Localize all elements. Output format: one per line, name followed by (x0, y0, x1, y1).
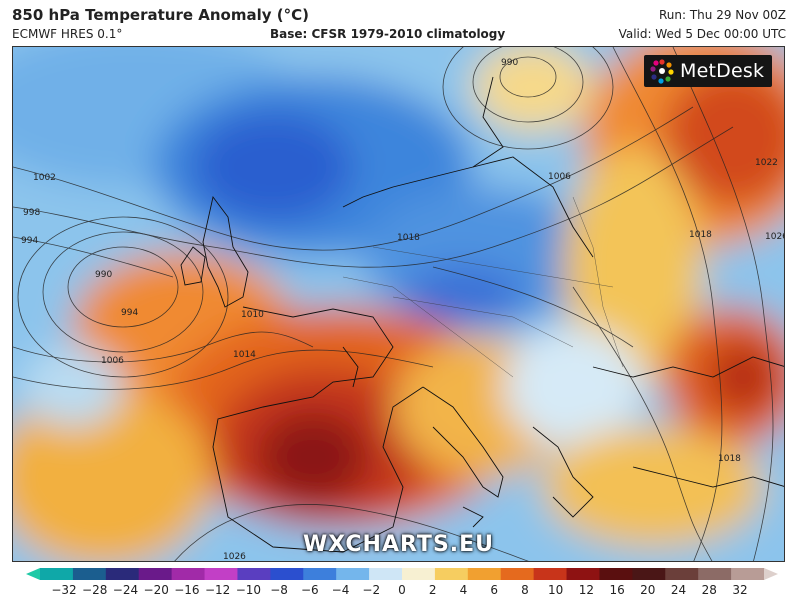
isobar-label: 1010 (241, 310, 264, 320)
colorbar-cell (40, 568, 74, 580)
colorbar-tick-label: 16 (609, 583, 625, 597)
colorbar-cell (303, 568, 337, 580)
colorbar-tick-label: −16 (174, 583, 200, 597)
colorbar-cell (270, 568, 304, 580)
valid-time-label: Valid: Wed 5 Dec 00:00 UTC (618, 27, 786, 41)
colorbar-cell (369, 568, 403, 580)
colorbar-cell (500, 568, 535, 580)
colorbar-cell (632, 568, 666, 580)
colorbar-cell (467, 568, 502, 580)
run-time-label: Run: Thu 29 Nov 00Z (658, 8, 786, 22)
isobar-label: 1022 (755, 158, 778, 168)
map-canvas: 990 1002 998 994 990 994 1006 1006 1018 … (13, 47, 785, 562)
colorbar-tick-label: −4 (331, 583, 350, 597)
coastlines (180, 76, 784, 553)
colorbar-cell (72, 568, 107, 580)
border-lines (342, 196, 624, 378)
colorbar-tick-label: −28 (82, 583, 108, 597)
colorbar-cell (599, 568, 633, 580)
anomaly-map: 990 1002 998 994 990 994 1006 1006 1018 … (12, 46, 785, 562)
isobar-contours (13, 47, 774, 561)
colorbar-tick-label: 32 (732, 583, 748, 597)
metdesk-logo: MetDesk (644, 55, 772, 87)
isobar-label: 1018 (397, 233, 420, 243)
colorbar-cell (566, 568, 600, 580)
colorbar (26, 568, 778, 580)
colorbar-tick-label: 20 (640, 583, 656, 597)
colorbar-cell (402, 568, 436, 580)
isobar-label: 1002 (33, 173, 56, 183)
colorbar-tick-label: −10 (235, 583, 262, 597)
colorbar-tick-label: 2 (428, 583, 437, 597)
isobar-label: 1018 (718, 454, 741, 464)
isobar-label: 990 (95, 270, 112, 280)
colorbar-arrow-right (764, 568, 778, 580)
isobar-label: 1026 (765, 232, 785, 242)
isobar-label: 998 (23, 208, 40, 218)
colorbar-cell (731, 568, 765, 580)
colorbar-cell (138, 568, 173, 580)
model-label: ECMWF HRES 0.1° (12, 27, 123, 41)
colorbar-cell (665, 568, 699, 580)
colorbar-cell (533, 568, 568, 580)
anomaly-field (13, 47, 784, 561)
isobar-label: 990 (501, 58, 518, 68)
climatology-base-label: Base: CFSR 1979-2010 climatology (270, 27, 506, 41)
colorbar-tick-label: −6 (300, 583, 319, 597)
colorbar-tick-label: −24 (112, 583, 139, 597)
colorbar-tick-label: 6 (490, 583, 498, 597)
colorbar-tick-label: 12 (578, 583, 594, 597)
colorbar-tick-label: 28 (701, 583, 717, 597)
isobar-label: 1014 (233, 350, 256, 360)
isobar-labels: 990 1002 998 994 990 994 1006 1006 1018 … (21, 58, 785, 562)
metdesk-logo-text: MetDesk (680, 60, 765, 82)
metdesk-logo-icon (650, 59, 674, 84)
isobar-label: 1006 (101, 356, 124, 366)
colorbar-cell (336, 568, 370, 580)
chart-header: 850 hPa Temperature Anomaly (°C) ECMWF H… (0, 0, 800, 46)
colorbar-cell (204, 568, 238, 580)
chart-title: 850 hPa Temperature Anomaly (°C) (12, 6, 309, 24)
colorbar-cell (171, 568, 206, 580)
colorbar-cell (237, 568, 271, 580)
colorbar-tick-label: −20 (143, 583, 169, 597)
colorbar-cell (434, 568, 469, 580)
colorbar-tick-label: −2 (362, 583, 381, 597)
colorbar-cell (698, 568, 732, 580)
colorbar-cell (105, 568, 140, 580)
isobar-label: 1006 (548, 172, 571, 182)
watermark: WXCHARTS.EU (302, 532, 495, 557)
colorbar-tick-label: 10 (547, 583, 564, 597)
isobar-label: 1026 (223, 552, 246, 562)
colorbar-tick-label: 0 (398, 583, 406, 597)
colorbar-tick-label: −12 (204, 583, 231, 597)
colorbar-tick-label: −32 (51, 583, 77, 597)
colorbar-tick-label: 4 (459, 583, 468, 597)
colorbar-tick-label: 8 (521, 583, 529, 597)
isobar-label: 994 (121, 308, 138, 318)
colorbar-arrow-left (26, 568, 40, 580)
colorbar-tick-label: 24 (670, 583, 687, 597)
isobar-label: 1018 (689, 230, 712, 240)
colorbar-cells (26, 568, 778, 580)
isobar-label: 994 (21, 236, 38, 246)
colorbar-tick-label: −8 (270, 583, 288, 597)
colorbar-ticks: −32 −28 −24 −20 −16 −12 −10 −8 −6 −4 −2 0 2 4 6 8 10 12 16… (0, 583, 800, 603)
